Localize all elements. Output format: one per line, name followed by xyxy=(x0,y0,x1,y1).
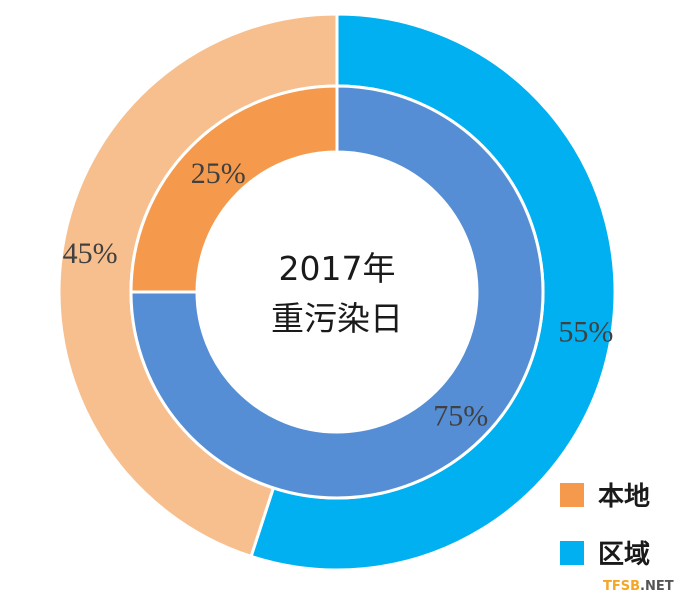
outer-ring-label-1: 45% xyxy=(63,237,118,270)
inner-ring-label-1: 25% xyxy=(191,157,246,190)
center-title-line2: 重污染日 xyxy=(271,299,403,338)
legend-swatch-regional xyxy=(560,541,584,565)
inner-ring-slice-1 xyxy=(129,84,339,294)
watermark: TFSB.NET xyxy=(603,579,674,594)
legend-item-local: 本地 xyxy=(560,482,650,512)
inner-ring-label-0: 75% xyxy=(433,400,488,433)
legend-item-regional: 区域 xyxy=(560,540,650,570)
center-title-line1: 2017年 xyxy=(279,249,396,288)
outer-ring-label-0: 55% xyxy=(558,315,613,348)
watermark-part2: .NET xyxy=(640,579,674,594)
legend-label-local: 本地 xyxy=(598,482,650,512)
watermark-part1: TFSB xyxy=(603,579,640,594)
rings xyxy=(57,12,617,572)
legend-swatch-local xyxy=(560,483,584,507)
slice-labels: 55% 45% 75% 25% xyxy=(63,157,614,433)
inner-ring-slice-0 xyxy=(129,84,545,500)
legend-label-regional: 区域 xyxy=(598,540,650,570)
legend: 本地 区域 xyxy=(560,482,650,570)
